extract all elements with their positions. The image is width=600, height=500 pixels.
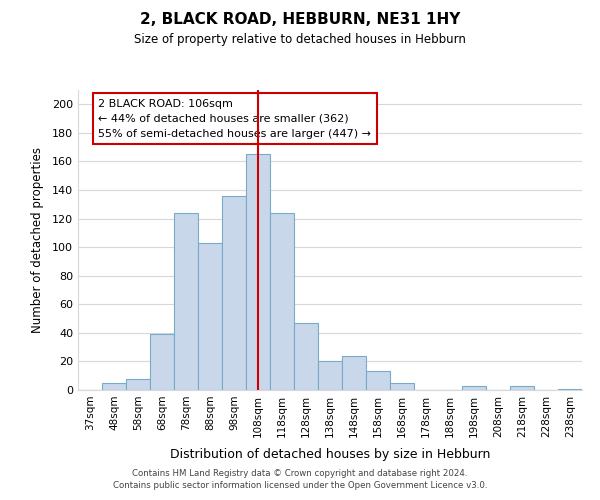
Bar bbox=[558, 388, 582, 390]
Bar bbox=[390, 383, 414, 390]
Text: Contains HM Land Registry data © Crown copyright and database right 2024.: Contains HM Land Registry data © Crown c… bbox=[132, 468, 468, 477]
Bar bbox=[270, 213, 294, 390]
Bar bbox=[246, 154, 270, 390]
Bar bbox=[222, 196, 246, 390]
Bar bbox=[510, 386, 534, 390]
X-axis label: Distribution of detached houses by size in Hebburn: Distribution of detached houses by size … bbox=[170, 448, 490, 461]
Text: Size of property relative to detached houses in Hebburn: Size of property relative to detached ho… bbox=[134, 32, 466, 46]
Bar bbox=[102, 383, 126, 390]
Text: Contains public sector information licensed under the Open Government Licence v3: Contains public sector information licen… bbox=[113, 481, 487, 490]
Text: 2, BLACK ROAD, HEBBURN, NE31 1HY: 2, BLACK ROAD, HEBBURN, NE31 1HY bbox=[140, 12, 460, 28]
Bar bbox=[198, 243, 222, 390]
Bar bbox=[318, 362, 342, 390]
Bar bbox=[462, 386, 486, 390]
Y-axis label: Number of detached properties: Number of detached properties bbox=[31, 147, 44, 333]
Bar bbox=[294, 323, 318, 390]
Bar bbox=[366, 372, 390, 390]
Text: 2 BLACK ROAD: 106sqm
← 44% of detached houses are smaller (362)
55% of semi-deta: 2 BLACK ROAD: 106sqm ← 44% of detached h… bbox=[98, 99, 371, 138]
Bar bbox=[150, 334, 174, 390]
Bar bbox=[342, 356, 366, 390]
Bar bbox=[126, 378, 150, 390]
Bar bbox=[174, 213, 198, 390]
